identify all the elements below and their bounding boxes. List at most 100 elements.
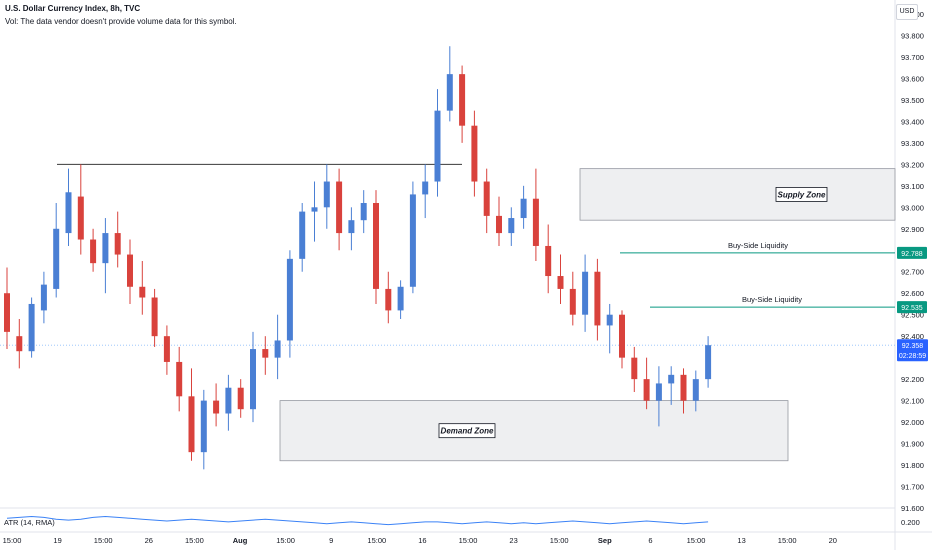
price-tick-label: 93.700 — [901, 53, 924, 62]
candle-body[interactable] — [594, 271, 601, 326]
price-tick-label: 92.000 — [901, 418, 924, 427]
candle-body[interactable] — [532, 198, 539, 246]
liquidity-price-badge — [897, 301, 927, 314]
candle-body[interactable] — [582, 271, 589, 315]
candle-body[interactable] — [299, 211, 306, 259]
candle-body[interactable] — [151, 297, 158, 337]
candle-body[interactable] — [262, 349, 269, 358]
candle-body[interactable] — [397, 286, 404, 311]
candle-body[interactable] — [348, 220, 355, 234]
demand-zone-label: Demand Zone — [441, 427, 494, 436]
liquidity-price-badge — [897, 246, 927, 259]
candle-body[interactable] — [213, 400, 220, 414]
supply-zone-label: Supply Zone — [778, 190, 827, 199]
candle-body[interactable] — [459, 74, 466, 126]
supply-zone-box — [579, 168, 896, 221]
price-tick-label: 92.700 — [901, 268, 924, 277]
candle-body[interactable] — [606, 314, 613, 326]
candle-body[interactable] — [496, 215, 502, 234]
candle-body[interactable] — [483, 181, 490, 216]
candle-body[interactable] — [237, 387, 244, 410]
candle-body[interactable] — [643, 379, 650, 401]
candle-body[interactable] — [336, 181, 343, 234]
candle-body[interactable] — [619, 314, 625, 358]
candle-body[interactable] — [176, 361, 183, 397]
candle-body[interactable] — [274, 340, 281, 358]
volume-notice: Vol: The data vendor doesn't provide vol… — [5, 17, 237, 26]
candle-body[interactable] — [114, 233, 121, 255]
liquidity-label: Buy-Side Liquidity — [742, 295, 802, 304]
candle-body[interactable] — [286, 258, 293, 341]
candle-body[interactable] — [569, 288, 576, 315]
price-tick-label: 91.700 — [901, 483, 924, 492]
candle-body[interactable] — [705, 345, 712, 380]
candle-body[interactable] — [311, 207, 318, 212]
time-tick-label: 15:00 — [687, 536, 706, 545]
price-tick-label: 93.100 — [901, 182, 924, 191]
candle-body[interactable] — [102, 233, 109, 264]
candle-body[interactable] — [323, 181, 330, 208]
time-tick-label: 15:00 — [276, 536, 295, 545]
candle-body[interactable] — [508, 218, 515, 234]
atr-line — [6, 515, 709, 526]
candle-body[interactable] — [40, 284, 47, 311]
candle-body[interactable] — [65, 192, 72, 234]
time-tick-label: 16 — [418, 536, 426, 545]
candle-body[interactable] — [446, 74, 453, 111]
price-tick-label: 93.500 — [901, 96, 924, 105]
price-tick-label: 91.600 — [901, 504, 924, 513]
time-tick-label: Sep — [598, 536, 612, 545]
candle-body[interactable] — [655, 383, 662, 401]
candle-body[interactable] — [692, 379, 699, 401]
candle-body[interactable] — [360, 203, 367, 221]
candle-body[interactable] — [139, 286, 146, 298]
candle-body[interactable] — [680, 374, 687, 401]
candle-body[interactable] — [409, 194, 416, 287]
candle-body[interactable] — [385, 288, 392, 311]
liquidity-label: Buy-Side Liquidity — [728, 241, 788, 250]
price-tick-label: 92.200 — [901, 375, 924, 384]
candle-body[interactable] — [16, 336, 23, 352]
time-tick-label: 15:00 — [367, 536, 386, 545]
price-tick-label: 93.400 — [901, 117, 924, 126]
time-tick-label: 23 — [509, 536, 517, 545]
demand-zone-label-box — [438, 423, 496, 439]
chart-title: U.S. Dollar Currency Index, 8h, TVC — [5, 4, 141, 13]
price-tick-label: 92.400 — [901, 332, 924, 341]
candle-body[interactable] — [373, 203, 379, 289]
atr-value-label: 0.200 — [901, 518, 920, 527]
candle-body[interactable] — [545, 245, 552, 277]
time-tick-label: 15:00 — [94, 536, 113, 545]
candle-body[interactable] — [77, 196, 84, 240]
candle-body[interactable] — [250, 349, 256, 410]
candle-body[interactable] — [434, 110, 441, 182]
candle-body[interactable] — [422, 181, 429, 195]
price-tick-label: 93.600 — [901, 74, 924, 83]
candle-body[interactable] — [28, 303, 35, 352]
candle-body[interactable] — [471, 125, 478, 182]
candle-body[interactable] — [225, 387, 232, 414]
price-tick-label: 93.200 — [901, 160, 924, 169]
candle-body[interactable] — [163, 336, 170, 362]
candle-body[interactable] — [631, 357, 638, 380]
current-price-badge — [897, 339, 928, 362]
candle-body[interactable] — [200, 400, 207, 453]
candle-body[interactable] — [188, 396, 195, 453]
candle-body[interactable] — [557, 276, 564, 289]
candle-body[interactable] — [53, 228, 60, 289]
candle-body[interactable] — [668, 374, 675, 384]
candle-body[interactable] — [127, 254, 133, 287]
time-tick-label: 6 — [648, 536, 652, 545]
candle-body[interactable] — [4, 293, 10, 332]
candle-body[interactable] — [90, 239, 97, 264]
candle-body[interactable] — [520, 198, 527, 219]
price-tick-label: 91.800 — [901, 461, 924, 470]
price-tick-label: 93.000 — [901, 203, 924, 212]
currency-button[interactable]: USD — [896, 4, 918, 20]
current-price-value: 92.358 — [902, 343, 924, 350]
time-tick-label: 19 — [53, 536, 61, 545]
price-tick-label: 92.100 — [901, 397, 924, 406]
